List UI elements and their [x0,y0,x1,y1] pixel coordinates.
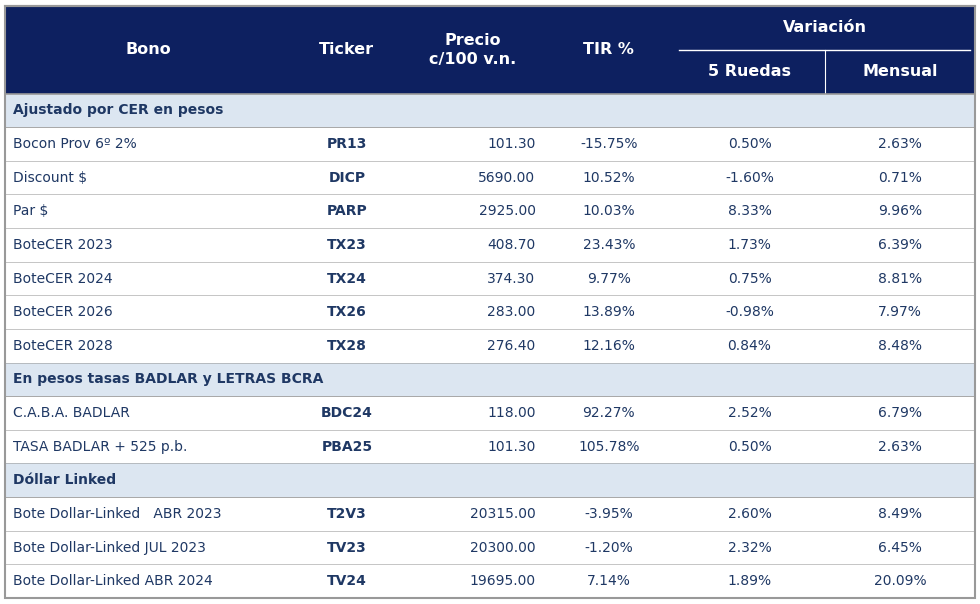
Bar [5,262,975,295]
Text: Bote Dollar-Linked   ABR 2023: Bote Dollar-Linked ABR 2023 [13,507,221,521]
Text: 5690.00: 5690.00 [478,171,535,185]
Text: 5 Ruedas: 5 Ruedas [708,64,791,79]
Text: TX24: TX24 [327,272,367,286]
Text: 10.52%: 10.52% [582,171,635,185]
Bar [5,564,975,598]
Text: TX26: TX26 [327,305,367,319]
Bar [5,531,975,564]
Text: 0.50%: 0.50% [728,137,771,151]
Text: 8.33%: 8.33% [727,204,771,218]
Text: 8.49%: 8.49% [878,507,922,521]
Text: BoteCER 2024: BoteCER 2024 [13,272,113,286]
Text: 6.79%: 6.79% [878,406,922,420]
Bar [5,94,975,127]
Text: Ajustado por CER en pesos: Ajustado por CER en pesos [13,103,223,117]
Text: DICP: DICP [328,171,366,185]
Bar [5,463,975,497]
Text: 12.16%: 12.16% [582,339,635,353]
Text: T2V3: T2V3 [327,507,367,521]
Text: 1.89%: 1.89% [727,574,771,588]
Text: TV24: TV24 [327,574,367,588]
Text: 2925.00: 2925.00 [478,204,535,218]
Text: PR13: PR13 [326,137,368,151]
Text: PBA25: PBA25 [321,440,372,454]
Text: TX28: TX28 [327,339,367,353]
Text: -1.60%: -1.60% [725,171,774,185]
Text: 101.30: 101.30 [487,137,535,151]
Text: 2.60%: 2.60% [727,507,771,521]
Text: 7.97%: 7.97% [878,305,922,319]
Text: 0.50%: 0.50% [728,440,771,454]
Text: 23.43%: 23.43% [582,238,635,252]
Text: TV23: TV23 [327,541,367,554]
Text: 276.40: 276.40 [487,339,535,353]
Text: Bote Dollar-Linked ABR 2024: Bote Dollar-Linked ABR 2024 [13,574,213,588]
Text: Dóllar Linked: Dóllar Linked [13,474,116,487]
Text: Bocon Prov 6º 2%: Bocon Prov 6º 2% [13,137,136,151]
Text: 0.75%: 0.75% [728,272,771,286]
Text: -3.95%: -3.95% [584,507,633,521]
Text: Mensual: Mensual [862,64,938,79]
Text: Ticker: Ticker [319,42,374,57]
Text: 20300.00: 20300.00 [469,541,535,554]
Text: 10.03%: 10.03% [582,204,635,218]
Text: C.A.B.A. BADLAR: C.A.B.A. BADLAR [13,406,129,420]
Text: Variación: Variación [783,21,866,36]
Bar [5,362,975,396]
Text: Par $: Par $ [13,204,48,218]
Text: 2.52%: 2.52% [728,406,771,420]
Text: 19695.00: 19695.00 [469,574,535,588]
Text: 0.71%: 0.71% [878,171,922,185]
Bar [5,329,975,362]
Text: 9.77%: 9.77% [587,272,631,286]
Text: PARP: PARP [326,204,368,218]
Text: 8.48%: 8.48% [878,339,922,353]
Text: 283.00: 283.00 [487,305,535,319]
Text: 7.14%: 7.14% [587,574,631,588]
Text: -15.75%: -15.75% [580,137,638,151]
Text: En pesos tasas BADLAR y LETRAS BCRA: En pesos tasas BADLAR y LETRAS BCRA [13,373,323,387]
Bar [5,194,975,228]
Bar [5,497,975,531]
Text: BoteCER 2028: BoteCER 2028 [13,339,113,353]
Text: Precio
c/100 v.n.: Precio c/100 v.n. [429,33,516,67]
Text: 20315.00: 20315.00 [469,507,535,521]
Text: -0.98%: -0.98% [725,305,774,319]
Text: -1.20%: -1.20% [584,541,633,554]
Text: 2.63%: 2.63% [878,440,922,454]
Text: 92.27%: 92.27% [582,406,635,420]
Text: BoteCER 2023: BoteCER 2023 [13,238,113,252]
Text: Discount $: Discount $ [13,171,87,185]
Text: TIR %: TIR % [583,42,634,57]
Text: Bono: Bono [125,42,171,57]
Text: 6.39%: 6.39% [878,238,922,252]
Text: 0.84%: 0.84% [727,339,771,353]
Bar [5,161,975,194]
Bar [5,295,975,329]
Text: 20.09%: 20.09% [873,574,926,588]
Text: 118.00: 118.00 [487,406,535,420]
Text: 2.63%: 2.63% [878,137,922,151]
Bar [5,430,975,463]
Bar [5,127,975,161]
Text: TX23: TX23 [327,238,367,252]
Text: BoteCER 2026: BoteCER 2026 [13,305,113,319]
Text: 105.78%: 105.78% [578,440,640,454]
Text: Bote Dollar-Linked JUL 2023: Bote Dollar-Linked JUL 2023 [13,541,206,554]
Text: BDC24: BDC24 [321,406,372,420]
Text: 2.32%: 2.32% [728,541,771,554]
Text: 13.89%: 13.89% [582,305,635,319]
Text: TASA BADLAR + 525 p.b.: TASA BADLAR + 525 p.b. [13,440,187,454]
Bar [5,6,975,94]
Bar [5,396,975,430]
Text: 8.81%: 8.81% [878,272,922,286]
Text: 408.70: 408.70 [487,238,535,252]
Bar [5,228,975,262]
Text: 101.30: 101.30 [487,440,535,454]
Text: 9.96%: 9.96% [878,204,922,218]
Text: 374.30: 374.30 [487,272,535,286]
Text: 6.45%: 6.45% [878,541,922,554]
Text: 1.73%: 1.73% [727,238,771,252]
